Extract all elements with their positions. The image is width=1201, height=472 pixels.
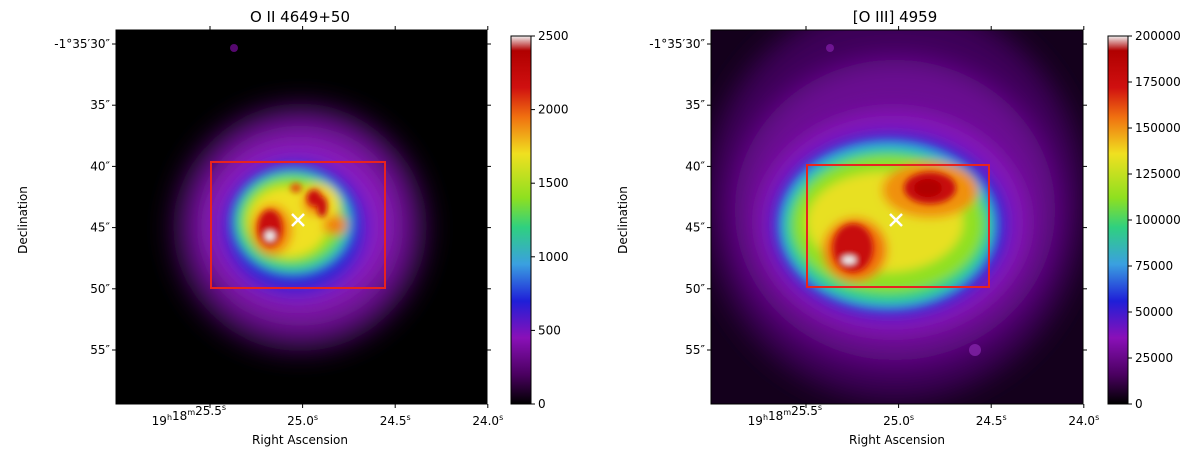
y-tick-label: 45″ xyxy=(685,221,705,235)
center-marker xyxy=(889,213,903,227)
colorbar-tick-label: 1500 xyxy=(538,176,569,190)
emission-image xyxy=(711,30,1083,404)
colorbar xyxy=(1107,35,1129,405)
axes-frame xyxy=(115,29,488,405)
colorbar-tick-label: 100000 xyxy=(1135,213,1181,227)
panel-title: O II 4649+50 xyxy=(250,8,350,26)
colorbar-ticks: 0 25000 50000 75000 100000 125000 150000 175000… xyxy=(1128,29,1181,411)
x-tick-label: 24.0s xyxy=(472,413,503,428)
region-box xyxy=(210,161,386,289)
y-axis-label: Declination xyxy=(16,186,30,254)
axes-frame xyxy=(710,29,1084,405)
colorbar xyxy=(510,35,532,405)
colorbar-tick-label: 200000 xyxy=(1135,29,1181,43)
x-axis-ticks: 19h18m25.5s 25.0s 24.5s 24.0s xyxy=(152,26,503,428)
y-tick-label: 40″ xyxy=(90,159,110,173)
y-tick-label: 55″ xyxy=(90,343,110,357)
colorbar-tick-label: 150000 xyxy=(1135,121,1181,135)
x-tick-label: 24.5s xyxy=(976,413,1007,428)
colorbar-tick-label: 175000 xyxy=(1135,75,1181,89)
y-tick-label: -1°35′30″ xyxy=(54,37,110,51)
colorbar-tick-label: 50000 xyxy=(1135,305,1173,319)
x-axis-ticks: 19h18m25.5s 25.0s 24.5s 24.0s xyxy=(748,26,1099,428)
panel-oiii: [O III] 4959 xyxy=(616,8,1181,447)
region-box xyxy=(806,164,990,288)
x-tick-label: 24.0s xyxy=(1068,413,1099,428)
y-tick-label: 50″ xyxy=(90,282,110,296)
colorbar-tick-label: 25000 xyxy=(1135,351,1173,365)
colorbar-tick-label: 1000 xyxy=(538,250,569,264)
y-tick-label: 50″ xyxy=(685,282,705,296)
center-marker xyxy=(291,213,305,227)
y-tick-label: 35″ xyxy=(90,98,110,112)
colorbar-tick-label: 75000 xyxy=(1135,259,1173,273)
y-tick-label: 40″ xyxy=(685,159,705,173)
x-tick-label: 19h18m25.5s xyxy=(152,403,226,428)
y-axis-label: Declination xyxy=(616,186,630,254)
colorbar-tick-label: 125000 xyxy=(1135,167,1181,181)
y-axis-ticks: -1°35′30″ 35″ 40″ 45″ 50″ 55″ xyxy=(54,37,491,357)
x-tick-label: 25.0s xyxy=(287,413,318,428)
panel-oii: O II 4649+50 xyxy=(16,8,569,447)
colorbar-tick-label: 0 xyxy=(538,397,546,411)
y-axis-ticks: -1°35′30″ 35″ 40″ 45″ 50″ 55″ xyxy=(649,37,1087,357)
panel-title: [O III] 4959 xyxy=(853,8,938,26)
colorbar-tick-label: 2000 xyxy=(538,103,569,117)
x-tick-label: 25.0s xyxy=(883,413,914,428)
y-tick-label: 55″ xyxy=(685,343,705,357)
colorbar-tick-label: 0 xyxy=(1135,397,1143,411)
x-tick-label: 24.5s xyxy=(380,413,411,428)
y-tick-label: -1°35′30″ xyxy=(649,37,705,51)
x-axis-label: Right Ascension xyxy=(252,433,348,447)
x-tick-label: 19h18m25.5s xyxy=(748,403,822,428)
colorbar-ticks: 0 500 1000 1500 2000 2500 xyxy=(531,29,569,411)
colorbar-tick-label: 500 xyxy=(538,323,561,337)
x-axis-label: Right Ascension xyxy=(849,433,945,447)
colorbar-tick-label: 2500 xyxy=(538,29,569,43)
y-tick-label: 45″ xyxy=(90,221,110,235)
y-tick-label: 35″ xyxy=(685,98,705,112)
